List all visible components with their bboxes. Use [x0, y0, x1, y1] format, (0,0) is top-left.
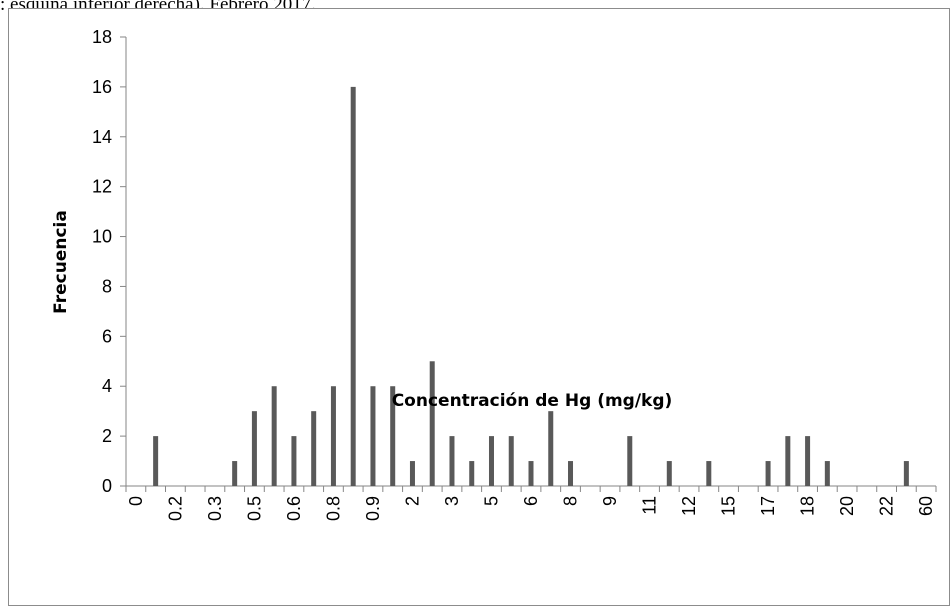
x-tick-label: 0.6 — [284, 496, 304, 521]
x-tick-label: 3 — [442, 496, 462, 506]
x-tick-label: 0.8 — [323, 496, 343, 521]
y-tick-label: 18 — [92, 27, 112, 47]
bar — [409, 461, 415, 486]
x-tick-label: 9 — [600, 496, 620, 506]
bar — [548, 411, 554, 486]
bar — [291, 436, 297, 486]
bar — [765, 461, 771, 486]
x-tick-label: 2 — [402, 496, 422, 506]
bar — [449, 436, 455, 486]
bar — [666, 461, 672, 486]
bar — [330, 386, 336, 486]
x-axis-title: Concentración de Hg (mg/kg) — [392, 391, 673, 411]
y-tick-label: 0 — [102, 476, 112, 496]
bar — [271, 386, 277, 486]
x-tick-label: 15 — [719, 496, 739, 516]
bar — [568, 461, 574, 486]
bar — [508, 436, 514, 486]
y-tick-label: 16 — [92, 77, 112, 97]
bar — [232, 461, 238, 486]
bar — [429, 361, 435, 486]
bar — [903, 461, 909, 486]
chart-frame — [8, 8, 950, 606]
x-tick-label: 0.2 — [165, 496, 185, 521]
bar — [153, 436, 159, 486]
y-tick-label: 14 — [92, 127, 112, 147]
x-tick-label: 8 — [561, 496, 581, 506]
bar — [706, 461, 712, 486]
y-tick-label: 10 — [92, 227, 112, 247]
y-tick-label: 4 — [102, 376, 112, 396]
x-tick-label: 20 — [837, 496, 857, 516]
x-tick-label: 11 — [640, 496, 660, 515]
bar — [469, 461, 475, 486]
x-tick-label: 5 — [481, 496, 501, 506]
bar — [390, 386, 396, 486]
bar — [805, 436, 811, 486]
bar — [311, 411, 317, 486]
bar — [785, 436, 791, 486]
x-tick-label: 18 — [798, 496, 818, 516]
bar — [824, 461, 830, 486]
y-tick-label: 12 — [92, 177, 112, 197]
x-tick-label: 12 — [679, 496, 699, 516]
y-tick-label: 2 — [102, 426, 112, 446]
x-tick-label: 6 — [521, 496, 541, 506]
bar — [350, 86, 356, 486]
bar — [251, 411, 257, 486]
x-tick-label: 22 — [877, 496, 897, 516]
x-tick-label: 0 — [126, 496, 146, 506]
bar — [488, 436, 494, 486]
x-tick-label: 60 — [916, 496, 936, 516]
bar — [528, 461, 534, 486]
x-tick-label: 17 — [758, 496, 778, 516]
bar — [627, 436, 633, 486]
y-tick-label: 6 — [102, 326, 112, 346]
x-tick-label: 0.5 — [244, 496, 264, 521]
y-axis-title: Frecuencia — [51, 210, 71, 314]
x-tick-label: 0.9 — [363, 496, 383, 521]
y-tick-label: 8 — [102, 276, 112, 296]
bar — [370, 386, 376, 486]
x-tick-label: 0.3 — [205, 496, 225, 521]
